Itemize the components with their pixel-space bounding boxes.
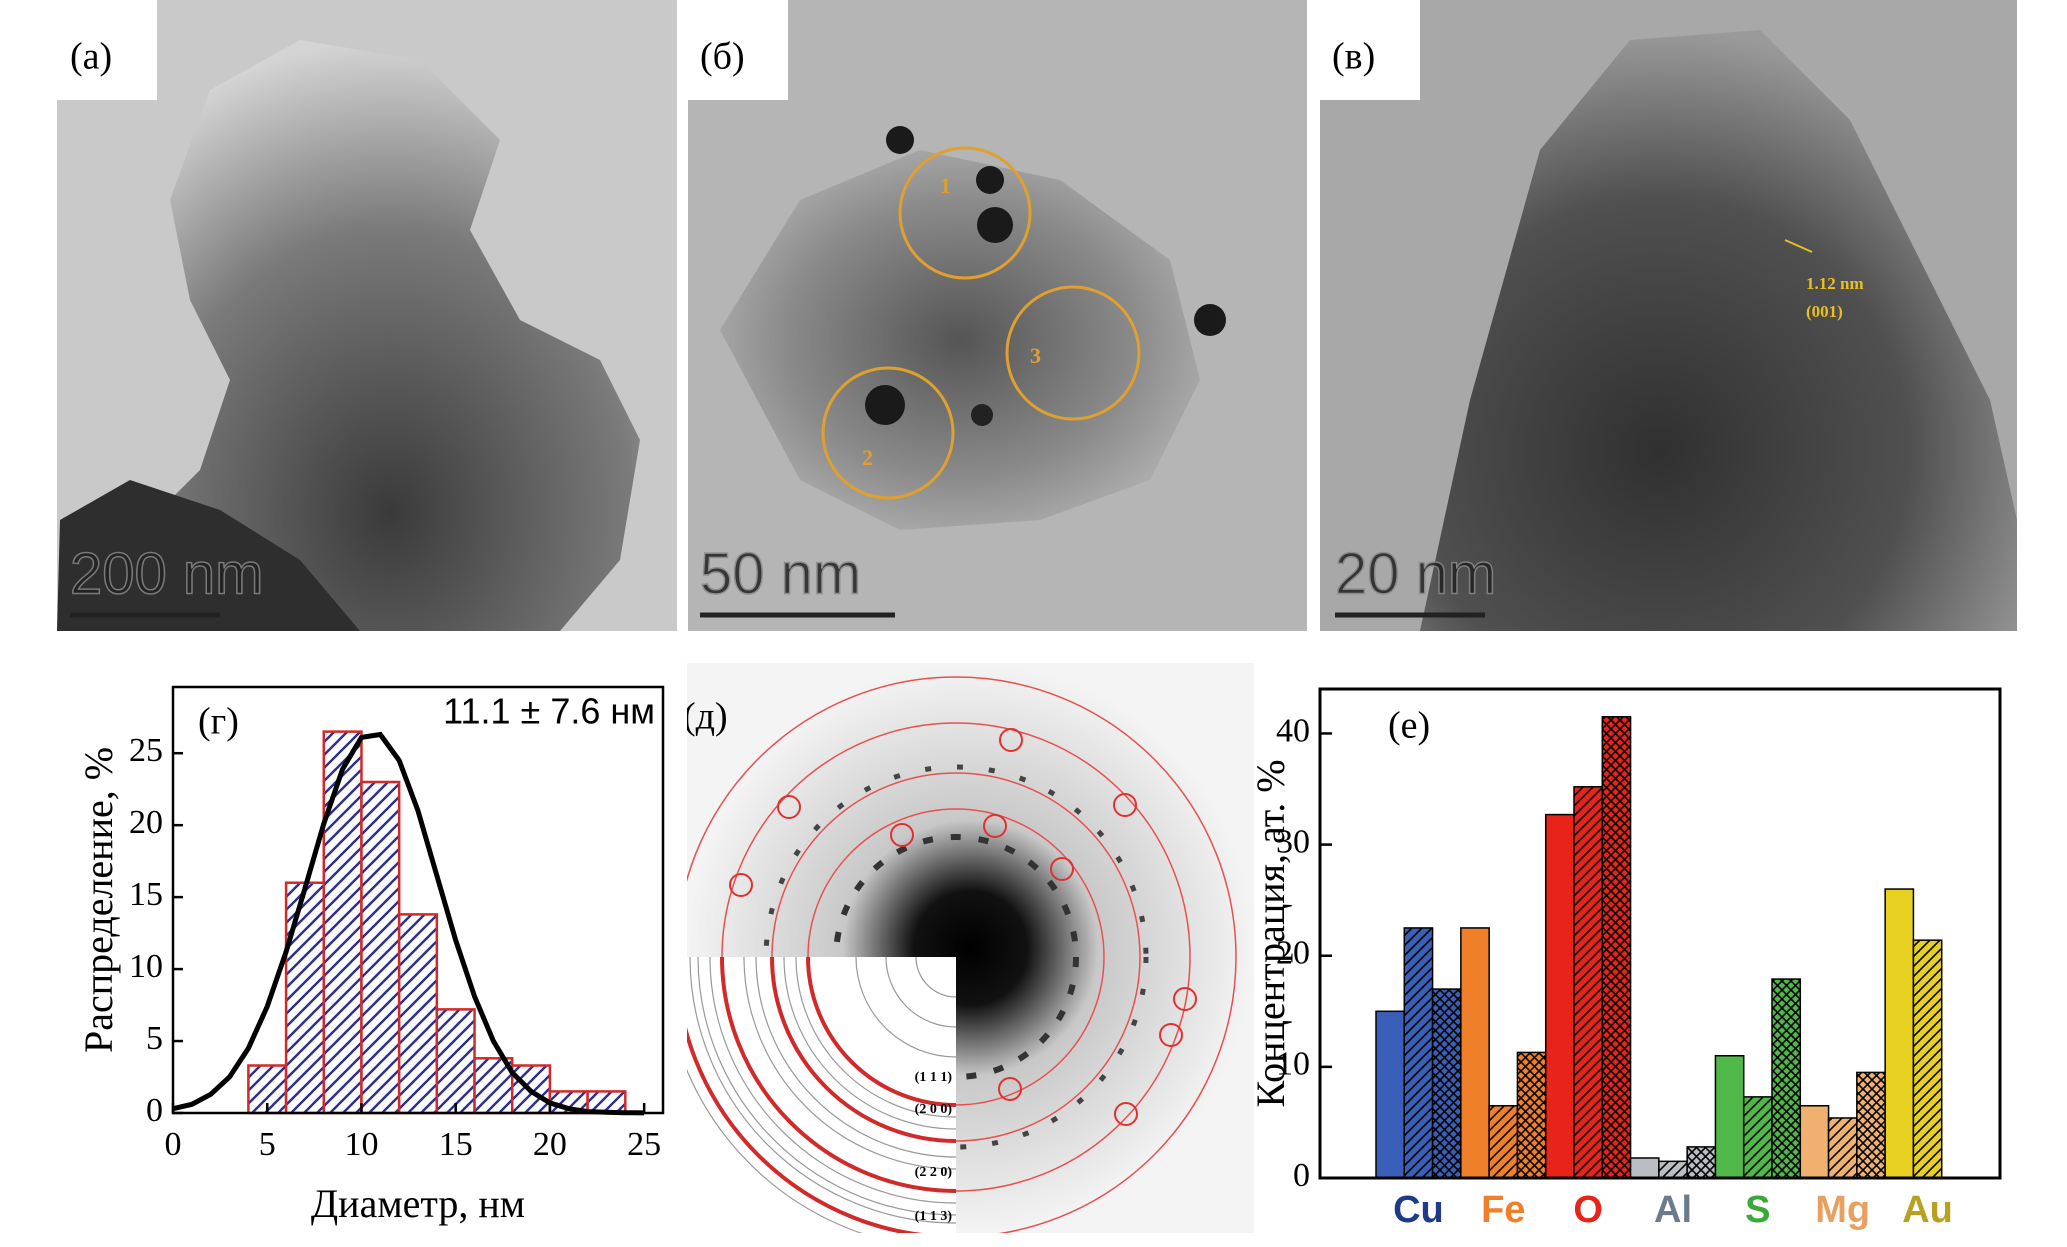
bar <box>1658 1160 1688 1179</box>
histogram-bar <box>360 780 401 1115</box>
y-axis-label: Концентрация, ат. % <box>1248 759 1293 1107</box>
y-tick-label: 15 <box>129 876 163 913</box>
x-tick-label: S <box>1745 1189 1770 1231</box>
ring-label: (1 1 3) <box>915 1209 953 1224</box>
histogram-bar <box>510 1064 552 1115</box>
bar <box>1856 1071 1886 1179</box>
bar <box>1827 1117 1858 1179</box>
y-tick-label: 5 <box>146 1020 163 1057</box>
y-tick-label: 10 <box>1276 1046 1310 1083</box>
fit-curve <box>172 731 645 1116</box>
bar <box>1431 988 1462 1179</box>
y-tick-label: 25 <box>129 732 163 769</box>
x-tick-label: 5 <box>259 1126 276 1163</box>
bar <box>1912 939 1943 1179</box>
panel-label: (б) <box>700 36 745 78</box>
region-label: 3 <box>1030 343 1041 368</box>
bar <box>1884 888 1915 1179</box>
y-tick-label: 0 <box>1293 1157 1310 1194</box>
ring-label: (1 1 1) <box>915 1070 953 1085</box>
panel-label: (е) <box>1388 705 1430 747</box>
panel-label: (г) <box>198 701 239 743</box>
x-tick-label: 25 <box>627 1126 661 1163</box>
chart-title: 11.1 ± 7.6 нм <box>443 691 655 732</box>
x-tick-label: Au <box>1902 1189 1953 1231</box>
x-tick-label: O <box>1573 1189 1603 1231</box>
x-tick-label: Cu <box>1393 1189 1444 1231</box>
panel-label: (а) <box>70 36 112 78</box>
micrograph-c: (в) 1.12 nm (001) 20 nm <box>1320 0 2017 631</box>
histogram-bar <box>284 881 326 1115</box>
panel-label: (д) <box>683 696 728 738</box>
region-label: 2 <box>862 445 873 470</box>
scale-bar-label: 50 nm <box>700 541 861 606</box>
scale-bar-label: 200 nm <box>70 541 263 606</box>
bar <box>1375 1010 1406 1179</box>
plot-frame <box>1318 687 2002 1180</box>
bar <box>1460 927 1490 1179</box>
plot-frame <box>171 685 665 1115</box>
x-tick-label: Al <box>1654 1189 1692 1231</box>
bar <box>1516 1051 1547 1179</box>
micrograph-b: 1 2 3 (б) 50 nm <box>688 0 1307 631</box>
bar <box>1629 1157 1660 1179</box>
region-label: 1 <box>940 173 951 198</box>
bar <box>1544 813 1575 1179</box>
x-tick-label: Mg <box>1815 1189 1870 1231</box>
histogram-bar <box>397 913 439 1115</box>
y-tick-label: 20 <box>1276 935 1310 972</box>
diffraction-pattern: (д) (1 1 1) (2 0 0) (2 2 0) (1 1 3) <box>683 663 1254 1233</box>
x-tick-label: 0 <box>165 1126 182 1163</box>
bar <box>1686 1146 1717 1179</box>
x-tick-label: 20 <box>533 1126 567 1163</box>
bar <box>1573 786 1604 1179</box>
annotation: (001) <box>1806 302 1843 321</box>
micrograph-a: (а) 200 nm <box>57 0 677 631</box>
x-tick-label: 10 <box>344 1126 378 1163</box>
y-tick-label: 10 <box>129 948 163 985</box>
bar <box>1771 978 1802 1179</box>
ring-label: (2 2 0) <box>915 1165 953 1180</box>
histogram-bar <box>322 730 363 1115</box>
bar <box>1799 1105 1830 1179</box>
y-axis-label: Распределение, % <box>76 747 121 1053</box>
bar <box>1403 927 1434 1179</box>
bar <box>1714 1055 1745 1179</box>
x-axis-label: Диаметр, нм <box>311 1181 525 1226</box>
panel-label: (в) <box>1332 36 1375 78</box>
bar <box>1742 1096 1773 1179</box>
bar <box>1601 716 1632 1179</box>
histogram-bar <box>435 1008 476 1115</box>
x-tick-label: 15 <box>439 1126 473 1163</box>
scale-bar-label: 20 nm <box>1335 541 1496 606</box>
y-tick-label: 30 <box>1276 823 1310 860</box>
y-tick-label: 40 <box>1276 712 1310 749</box>
x-tick-label: Fe <box>1481 1189 1525 1231</box>
ring-label: (2 0 0) <box>915 1102 953 1117</box>
y-tick-label: 0 <box>146 1092 163 1129</box>
y-tick-label: 20 <box>129 804 163 841</box>
annotation: 1.12 nm <box>1806 274 1864 293</box>
bar <box>1488 1105 1519 1179</box>
